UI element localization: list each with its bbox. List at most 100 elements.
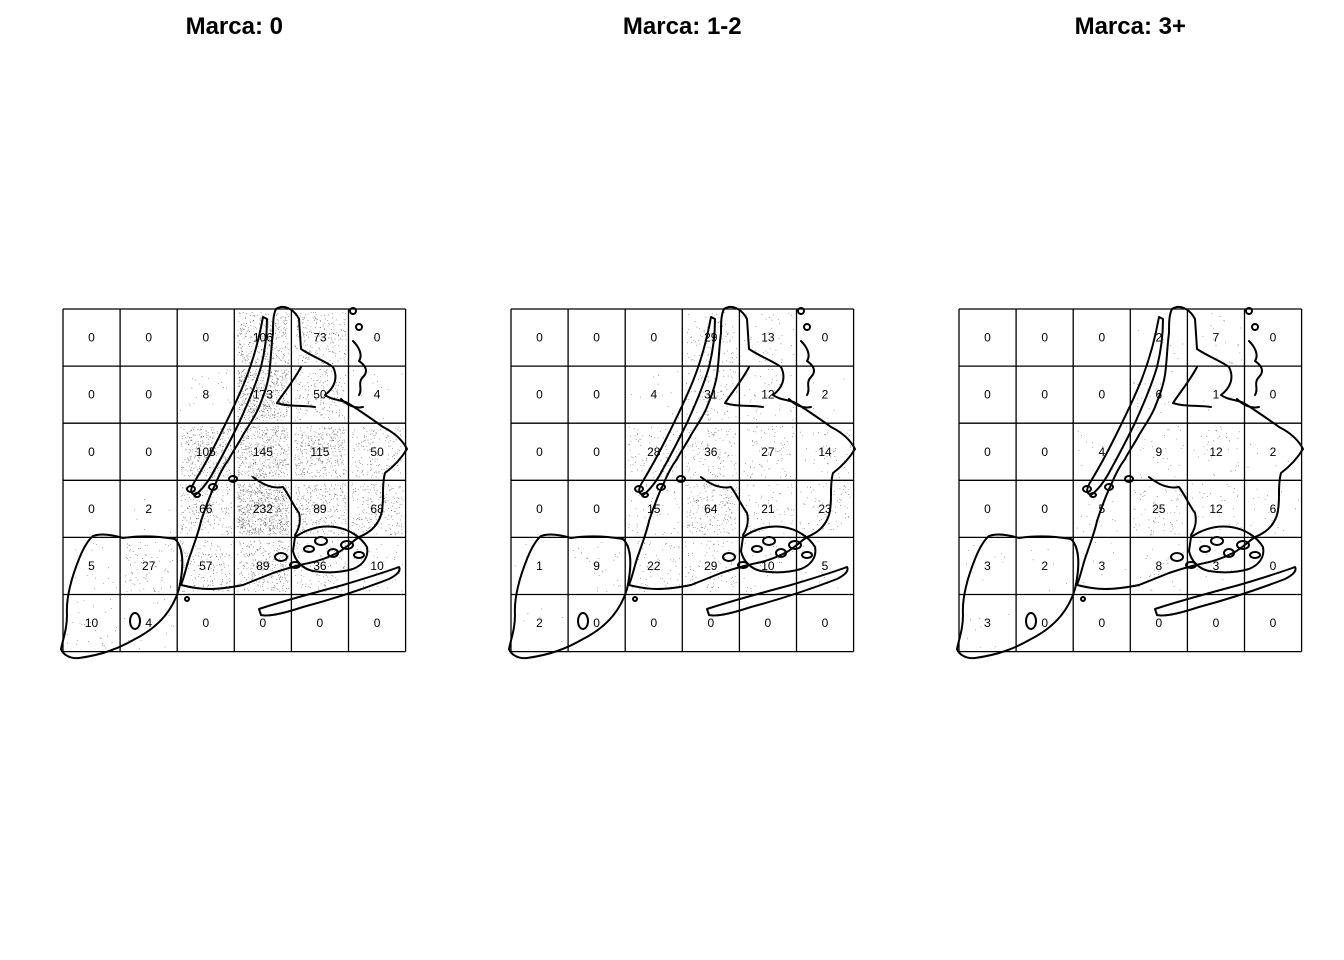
event-point	[325, 467, 326, 468]
event-point	[294, 457, 296, 458]
event-point	[250, 429, 251, 431]
event-point	[262, 583, 264, 585]
event-point	[274, 416, 276, 418]
event-point	[228, 533, 230, 534]
event-point	[337, 587, 339, 589]
event-point	[327, 510, 329, 512]
event-point	[271, 587, 273, 588]
event-point	[264, 500, 266, 502]
event-point	[249, 497, 251, 499]
event-point	[265, 408, 267, 409]
event-point	[225, 458, 226, 460]
event-point	[251, 454, 253, 455]
event-point	[323, 402, 324, 403]
event-point	[264, 456, 266, 458]
event-point	[262, 350, 264, 352]
event-point	[278, 357, 280, 359]
event-point	[278, 497, 279, 498]
event-point	[315, 476, 317, 478]
event-point	[286, 369, 288, 371]
event-point	[344, 441, 346, 443]
event-point	[745, 314, 747, 316]
event-point	[199, 450, 200, 452]
event-point	[256, 581, 258, 583]
event-point	[697, 418, 699, 420]
event-point	[241, 350, 242, 352]
event-point	[200, 436, 202, 438]
event-point	[721, 418, 723, 420]
event-point	[242, 497, 244, 499]
event-point	[239, 371, 240, 373]
event-point	[283, 517, 284, 519]
event-point	[243, 370, 245, 372]
event-point	[277, 506, 279, 507]
event-point	[257, 496, 258, 497]
event-point	[262, 434, 263, 435]
event-point	[390, 528, 391, 530]
event-point	[273, 495, 275, 496]
event-point	[220, 570, 222, 571]
event-point	[754, 375, 756, 377]
event-point	[255, 453, 257, 455]
event-point	[281, 494, 282, 496]
event-point	[319, 397, 321, 399]
event-point	[200, 452, 202, 454]
event-point	[262, 484, 264, 486]
event-point	[307, 461, 308, 463]
event-point	[257, 384, 259, 386]
event-point	[192, 507, 194, 508]
event-point	[321, 437, 323, 439]
quadrat-count-label: 145	[253, 445, 273, 459]
event-point	[203, 441, 205, 443]
event-point	[331, 440, 333, 442]
event-point	[256, 389, 258, 391]
event-point	[319, 476, 320, 478]
event-point	[267, 498, 268, 499]
event-point	[281, 351, 282, 352]
event-point	[248, 344, 249, 345]
event-point	[266, 429, 268, 430]
event-point	[203, 483, 205, 485]
event-point	[249, 342, 251, 343]
event-point	[253, 396, 254, 398]
event-point	[282, 430, 284, 432]
event-point	[725, 336, 727, 337]
event-point	[643, 463, 645, 464]
event-point	[193, 582, 195, 584]
event-point	[771, 369, 773, 371]
event-point	[301, 514, 303, 515]
event-point	[283, 497, 285, 499]
event-point	[285, 332, 287, 334]
event-point	[262, 495, 264, 496]
event-point	[283, 462, 285, 464]
event-point	[280, 519, 281, 521]
event-point	[243, 554, 245, 555]
event-point	[247, 445, 249, 447]
event-point	[213, 435, 214, 437]
event-point	[274, 433, 276, 435]
event-point	[227, 449, 229, 451]
event-point	[250, 352, 252, 354]
event-point	[387, 587, 389, 589]
event-point	[359, 443, 361, 445]
event-point	[241, 486, 243, 488]
event-point	[344, 449, 346, 451]
event-point	[285, 378, 287, 380]
event-point	[247, 510, 249, 512]
event-point	[218, 558, 219, 560]
event-point	[240, 510, 242, 511]
event-point	[358, 459, 360, 461]
event-point	[726, 331, 728, 333]
event-point	[336, 475, 338, 477]
event-point	[194, 585, 195, 587]
event-point	[260, 486, 262, 488]
event-point	[722, 361, 723, 363]
event-point	[263, 522, 264, 524]
event-point	[665, 429, 667, 430]
event-point	[316, 471, 318, 473]
event-point	[726, 360, 727, 362]
event-point	[716, 314, 718, 316]
event-point	[340, 455, 342, 456]
event-point	[257, 532, 259, 533]
event-point	[273, 515, 275, 517]
